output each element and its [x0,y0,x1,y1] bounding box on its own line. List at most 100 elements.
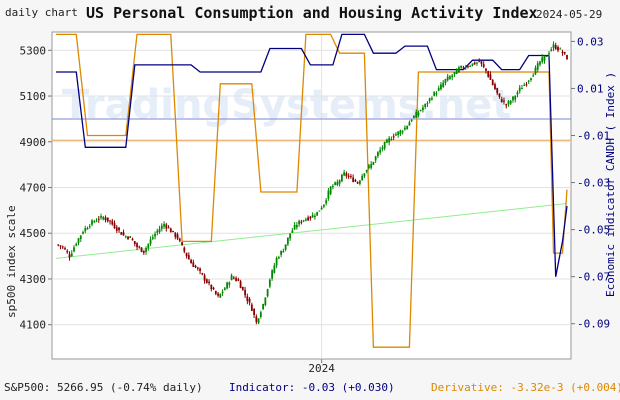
candle-body [471,63,474,66]
candle-body [255,316,258,322]
sp500-candle [309,215,312,221]
candle-body [286,237,289,245]
candle-body [187,255,190,260]
sp500-candle [500,96,503,103]
sp500-candle [145,246,147,255]
sp500-candle [104,215,107,223]
sp500-candle [70,250,73,257]
candle-body [122,232,125,236]
candle-body [82,232,84,234]
sp500-candle [563,51,566,55]
candle-body [431,98,433,100]
candle-body [482,64,485,68]
candle-body [304,219,307,221]
candle-body [419,110,422,112]
sp500-candle [514,95,517,103]
candle-body [442,82,445,87]
candle-body [104,217,107,221]
derivative-readout: Derivative: -3.32e-3 (+0.004) [431,381,620,394]
candle-body [212,287,215,290]
candle-body [154,234,156,237]
sp500-candle [131,237,134,241]
sp500-candle [521,84,523,90]
candle-body [223,288,226,291]
right-tick-label: -0.01 [577,130,610,143]
candle-body [530,78,532,81]
sp500-candle [516,90,519,98]
candle-body [334,182,337,185]
candle-body [370,164,373,168]
sp500-candle [471,63,474,67]
candle-body [201,273,204,275]
candle-body [250,304,253,311]
candle-body [509,100,512,104]
sp500-candle [111,218,114,226]
candle-body [478,61,481,63]
sp500-candle [404,125,406,131]
candle-body [401,131,404,133]
candle-body [181,242,183,246]
reference-levels [52,118,571,141]
plot-area [51,31,572,360]
sp500-candle [329,186,332,196]
sp500-candle [539,60,541,67]
candle-body [282,251,285,253]
sp500-candle [352,174,355,183]
sp500-candle [473,61,476,65]
sp500-candle [455,68,458,75]
sp500-candle [449,74,451,80]
sp500-candle [498,93,501,99]
sp500-candle [437,85,440,92]
sp500-candle [169,227,172,233]
sp500-candle [478,58,481,63]
candle-body [142,250,145,253]
sp500-candle [217,291,219,298]
chart-kind-label: daily chart [5,6,78,19]
candle-body [61,246,64,248]
candle-body [264,297,267,306]
candle-body [262,303,265,310]
sp500-candle [183,246,186,254]
candle-body [563,51,566,54]
candle-body [277,257,280,259]
candle-body [192,262,195,267]
sp500-candle [300,219,303,225]
candle-body [280,251,283,255]
candle-body [534,67,537,75]
candle-body [545,56,548,58]
candle-body [349,176,352,178]
sp500-candle [327,187,330,201]
candle-body [554,45,557,50]
sp500-candle [491,79,494,86]
chart-date: 2024-05-29 [536,8,602,21]
candle-body [399,130,402,134]
candle-body [435,93,438,95]
candle-body [88,226,91,228]
candle-body [230,275,233,281]
sp500-candle [244,286,246,299]
sp500-candle [196,266,199,271]
candle-body [433,92,436,96]
sp500-candle [340,173,343,183]
sp500-candle [214,290,217,296]
candle-body [392,136,395,138]
sp500-candle [392,133,395,140]
candle-body [476,62,478,64]
sp500-candle [91,219,93,227]
candle-body [422,107,424,110]
candle-body [133,241,136,245]
candle-body [467,66,469,68]
sp500-candle [275,256,278,269]
sp500-candle [554,42,557,50]
candle-body [527,80,530,82]
candle-body [185,252,188,257]
sp500-candle [370,161,373,170]
candle-body [316,211,319,216]
sp500-candle [187,252,190,260]
x-tick-label: 2024 [308,362,335,375]
candle-body [203,275,206,281]
candle-body [329,186,332,195]
candle-body [347,175,350,177]
sp500-candle [93,219,96,224]
sp500-candle [557,45,559,53]
